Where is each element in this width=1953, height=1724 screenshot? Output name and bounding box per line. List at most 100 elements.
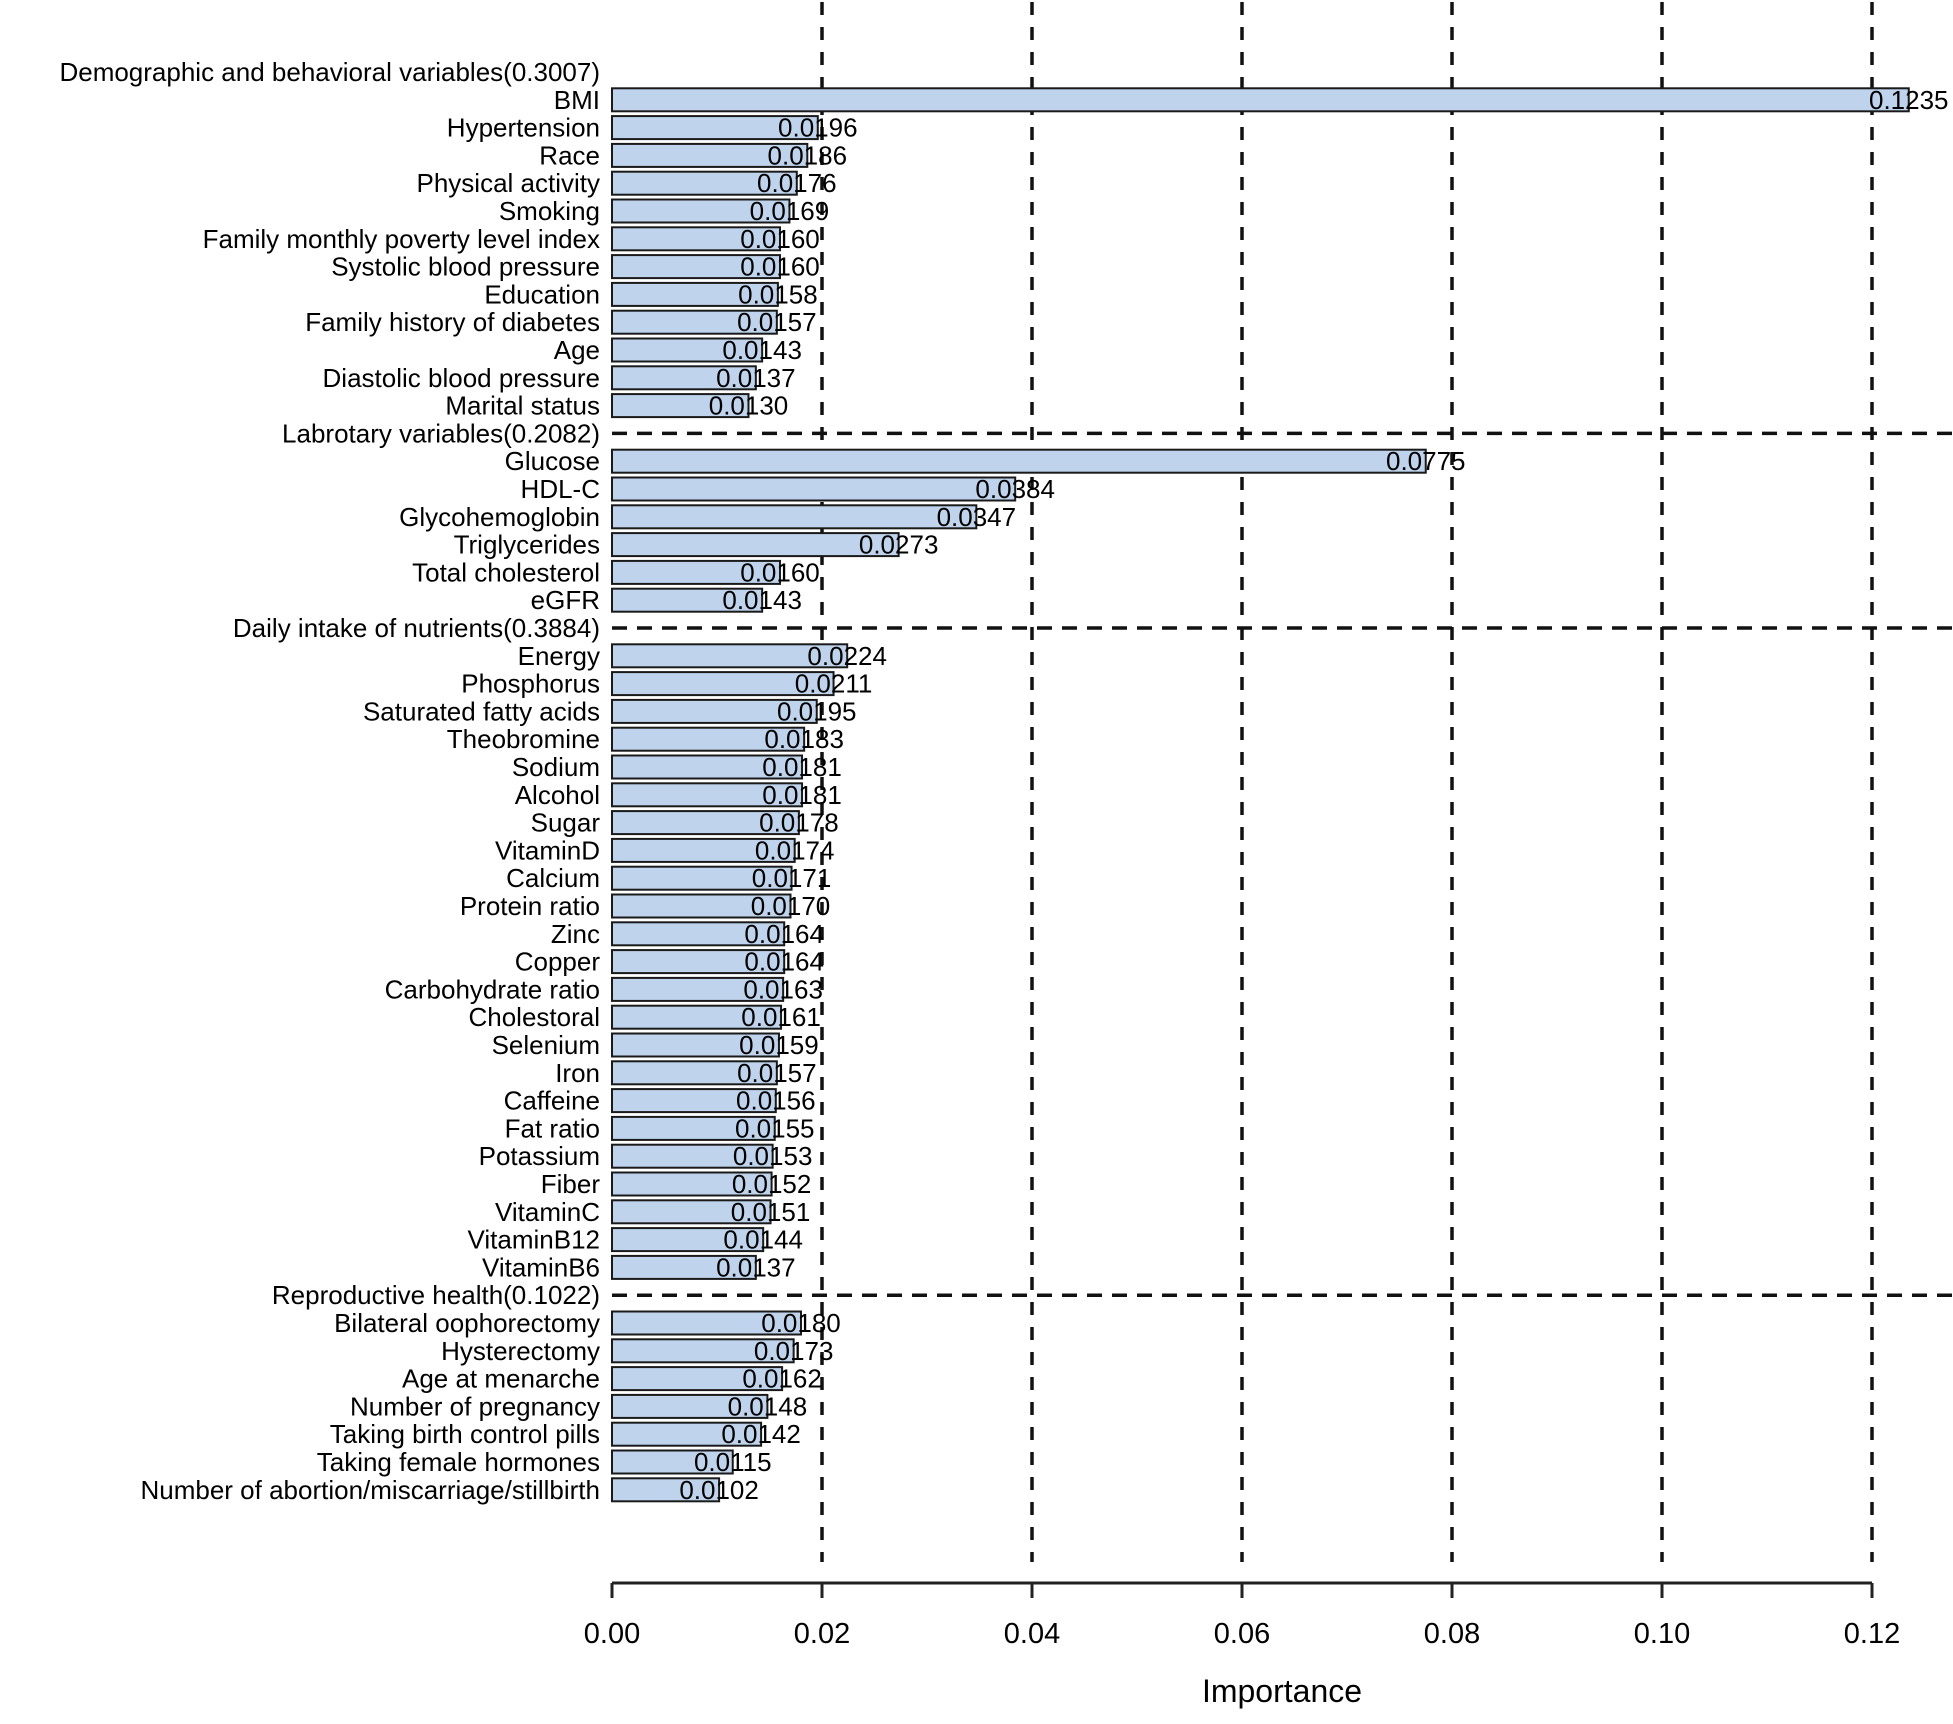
bar xyxy=(611,365,757,391)
row-label: Sugar xyxy=(531,808,601,838)
x-tick-label: 0.12 xyxy=(1844,1618,1900,1650)
bar-value-label: 0.0162 xyxy=(742,1364,822,1394)
bar xyxy=(611,281,779,307)
row-label: Caffeine xyxy=(504,1086,600,1116)
bar-value-label: 0.0153 xyxy=(733,1141,813,1171)
bar xyxy=(611,115,819,141)
bar xyxy=(611,476,1017,502)
bar xyxy=(611,198,791,224)
bar xyxy=(611,1004,783,1030)
bar xyxy=(611,504,978,530)
bar xyxy=(611,810,800,836)
bar xyxy=(611,837,796,863)
row-label: Alcohol xyxy=(515,780,600,810)
bar-value-label: 0.0181 xyxy=(762,752,842,782)
bar-value-label: 0.0115 xyxy=(694,1447,772,1477)
x-tick-label: 0.08 xyxy=(1424,1618,1480,1650)
bar-value-label: 0.0186 xyxy=(768,140,848,170)
bar-value-label: 0.0102 xyxy=(679,1475,759,1505)
row-label: Total cholesterol xyxy=(412,557,600,587)
bar xyxy=(611,1421,763,1447)
row-label: Calcium xyxy=(506,863,600,893)
row-label: Zinc xyxy=(551,919,600,949)
bar xyxy=(611,142,809,168)
bar-value-label: 0.0170 xyxy=(751,891,831,921)
bar xyxy=(611,337,764,363)
bar-value-label: 0.0183 xyxy=(764,724,844,754)
bar xyxy=(611,1032,780,1058)
bar-value-label: 0.0347 xyxy=(937,502,1017,532)
bar xyxy=(611,1310,802,1336)
row-label: Fiber xyxy=(541,1169,601,1199)
row-label: Copper xyxy=(515,947,601,977)
x-tick-label: 0.04 xyxy=(1004,1618,1060,1650)
row-label: Race xyxy=(539,140,600,170)
row-label: Saturated fatty acids xyxy=(363,696,600,726)
bar xyxy=(611,1088,777,1114)
group-header-label: Demographic and behavioral variables(0.3… xyxy=(59,57,600,87)
bar xyxy=(611,559,781,585)
group-header-label: Labrotary variables(0.2082) xyxy=(282,418,600,448)
bar xyxy=(611,1254,757,1280)
row-label: Sodium xyxy=(512,752,600,782)
row-label: Glycohemoglobin xyxy=(399,502,600,532)
row-label: Taking birth control pills xyxy=(330,1419,600,1449)
bar xyxy=(611,921,786,947)
bar-value-label: 0.0158 xyxy=(738,279,818,309)
bar xyxy=(611,1199,772,1225)
group-header-label: Daily intake of nutrients(0.3884) xyxy=(233,613,600,643)
bar-value-label: 0.0151 xyxy=(731,1197,811,1227)
bar-value-label: 0.0196 xyxy=(778,113,858,143)
bar xyxy=(611,309,778,335)
row-label: Hysterectomy xyxy=(441,1336,600,1366)
bar xyxy=(611,532,900,558)
bar xyxy=(611,698,818,724)
bar xyxy=(611,976,785,1002)
row-label: Diastolic blood pressure xyxy=(323,363,600,393)
bar-value-label: 0.0143 xyxy=(722,335,802,365)
bar xyxy=(611,1449,734,1475)
bar-value-label: 0.0171 xyxy=(752,863,832,893)
row-label: Selenium xyxy=(492,1030,600,1060)
bar xyxy=(611,448,1427,474)
bar-value-label: 0.0152 xyxy=(732,1169,812,1199)
row-label: Age at menarche xyxy=(402,1364,600,1394)
bar xyxy=(611,1227,765,1253)
bar-value-label: 0.0211 xyxy=(795,669,873,699)
row-label: Iron xyxy=(555,1058,600,1088)
x-axis: 0.00 0.02 0.04 0.06 0.08 0.10 0.12 xyxy=(584,1581,1900,1650)
bar xyxy=(611,754,804,780)
row-label: VitaminB6 xyxy=(482,1252,600,1282)
row-label: Phosphorus xyxy=(461,669,600,699)
row-label: eGFR xyxy=(531,585,600,615)
bar-value-label: 0.0148 xyxy=(728,1391,808,1421)
bar-layer xyxy=(611,87,1910,1503)
row-label: Hypertension xyxy=(447,113,600,143)
bar xyxy=(611,254,781,280)
bar-value-label: 0.0224 xyxy=(807,641,887,671)
bar-value-label: 0.0173 xyxy=(754,1336,834,1366)
bar xyxy=(611,1060,778,1086)
row-label: Cholestoral xyxy=(468,1002,600,1032)
bar-value-label: 0.0164 xyxy=(744,919,824,949)
row-label: Carbohydrate ratio xyxy=(385,974,600,1004)
bar-value-label: 0.0160 xyxy=(740,224,820,254)
bar-value-label: 0.0161 xyxy=(741,1002,821,1032)
row-label: Theobromine xyxy=(447,724,600,754)
row-label: Protein ratio xyxy=(460,891,600,921)
bar xyxy=(611,1338,795,1364)
bar xyxy=(611,587,764,613)
x-tick-label: 0.02 xyxy=(794,1618,850,1650)
bar-value-label: 0.0142 xyxy=(721,1419,801,1449)
x-tick-label: 0.10 xyxy=(1634,1618,1690,1650)
bar xyxy=(611,865,793,891)
bar-value-label: 0.0384 xyxy=(975,474,1055,504)
bar-value-label: 0.0156 xyxy=(736,1086,816,1116)
bar xyxy=(611,87,1910,113)
bar-value-label: 0.0176 xyxy=(757,168,837,198)
bar xyxy=(611,726,806,752)
row-label: Triglycerides xyxy=(454,530,600,560)
bar-value-label: 0.0178 xyxy=(759,808,839,838)
row-label: Potassium xyxy=(479,1141,600,1171)
